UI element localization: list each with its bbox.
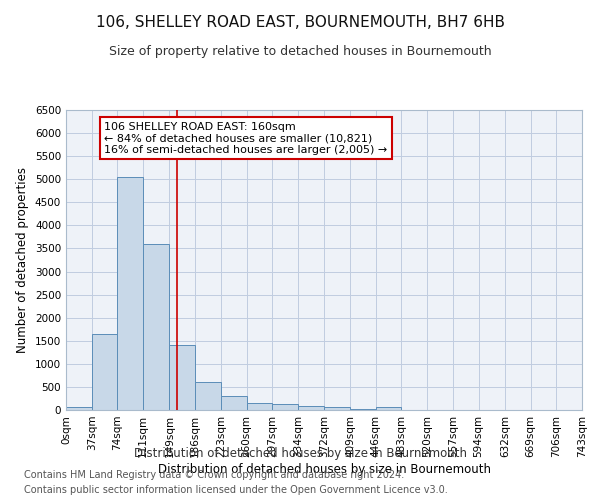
Text: 106 SHELLEY ROAD EAST: 160sqm
← 84% of detached houses are smaller (10,821)
16% : 106 SHELLEY ROAD EAST: 160sqm ← 84% of d… [104, 122, 388, 154]
Text: 106, SHELLEY ROAD EAST, BOURNEMOUTH, BH7 6HB: 106, SHELLEY ROAD EAST, BOURNEMOUTH, BH7… [95, 15, 505, 30]
Y-axis label: Number of detached properties: Number of detached properties [16, 167, 29, 353]
Bar [221, 396, 247, 410]
Bar [195, 382, 221, 410]
Text: Size of property relative to detached houses in Bournemouth: Size of property relative to detached ho… [109, 45, 491, 58]
Bar [350, 408, 376, 410]
X-axis label: Distribution of detached houses by size in Bournemouth: Distribution of detached houses by size … [157, 462, 491, 475]
Bar [118, 177, 143, 410]
Bar [92, 334, 118, 410]
Bar [272, 404, 298, 410]
Text: Contains public sector information licensed under the Open Government Licence v3: Contains public sector information licen… [24, 485, 448, 495]
Bar [376, 408, 401, 410]
Bar [247, 403, 272, 410]
Bar [143, 244, 169, 410]
Bar [325, 408, 350, 410]
Bar [298, 406, 323, 410]
Text: Distribution of detached houses by size in Bournemouth: Distribution of detached houses by size … [133, 448, 467, 460]
Bar [66, 406, 92, 410]
Text: Contains HM Land Registry data © Crown copyright and database right 2024.: Contains HM Land Registry data © Crown c… [24, 470, 404, 480]
Bar [169, 346, 195, 410]
